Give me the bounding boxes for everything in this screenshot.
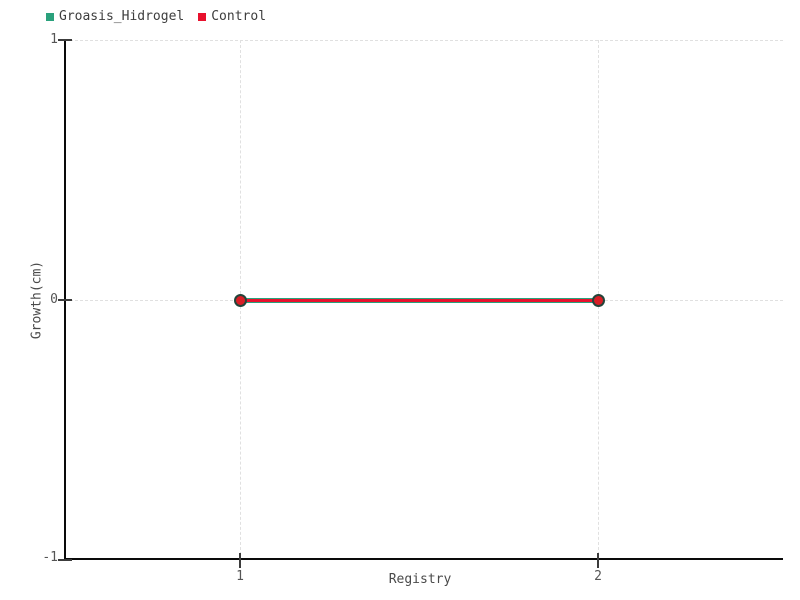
y-tick-label-1: 1 xyxy=(50,32,58,47)
series-line-control xyxy=(240,299,598,302)
legend-item-control[interactable]: Control xyxy=(198,10,266,23)
y-tick-0 xyxy=(58,299,72,301)
x-tick-2 xyxy=(597,553,599,568)
legend-swatch-control xyxy=(198,12,207,21)
chart-legend: Groasis_Hidrogel Control xyxy=(46,10,266,23)
data-point-registry-2[interactable] xyxy=(591,293,605,307)
x-tick-label-2: 2 xyxy=(594,569,602,584)
y-tick-minus-1 xyxy=(58,559,72,561)
data-point-registry-1[interactable] xyxy=(233,293,247,307)
y-axis-title: Growth(cm) xyxy=(29,260,45,340)
legend-label-control: Control xyxy=(211,9,267,24)
x-axis-line xyxy=(64,558,783,560)
y-tick-1 xyxy=(58,39,72,41)
y-tick-label-0: 0 xyxy=(50,292,58,307)
y-tick-label-minus-1: -1 xyxy=(42,550,58,565)
legend-label-groasis-hidrogel: Groasis_Hidrogel xyxy=(59,9,185,24)
x-axis-title: Registry xyxy=(388,572,452,587)
gridline-y-1 xyxy=(65,40,783,41)
legend-swatch-groasis-hidrogel xyxy=(46,12,54,21)
legend-item-groasis-hidrogel[interactable]: Groasis_Hidrogel xyxy=(46,10,184,23)
x-tick-1 xyxy=(239,553,241,568)
x-tick-label-1: 1 xyxy=(236,569,244,584)
